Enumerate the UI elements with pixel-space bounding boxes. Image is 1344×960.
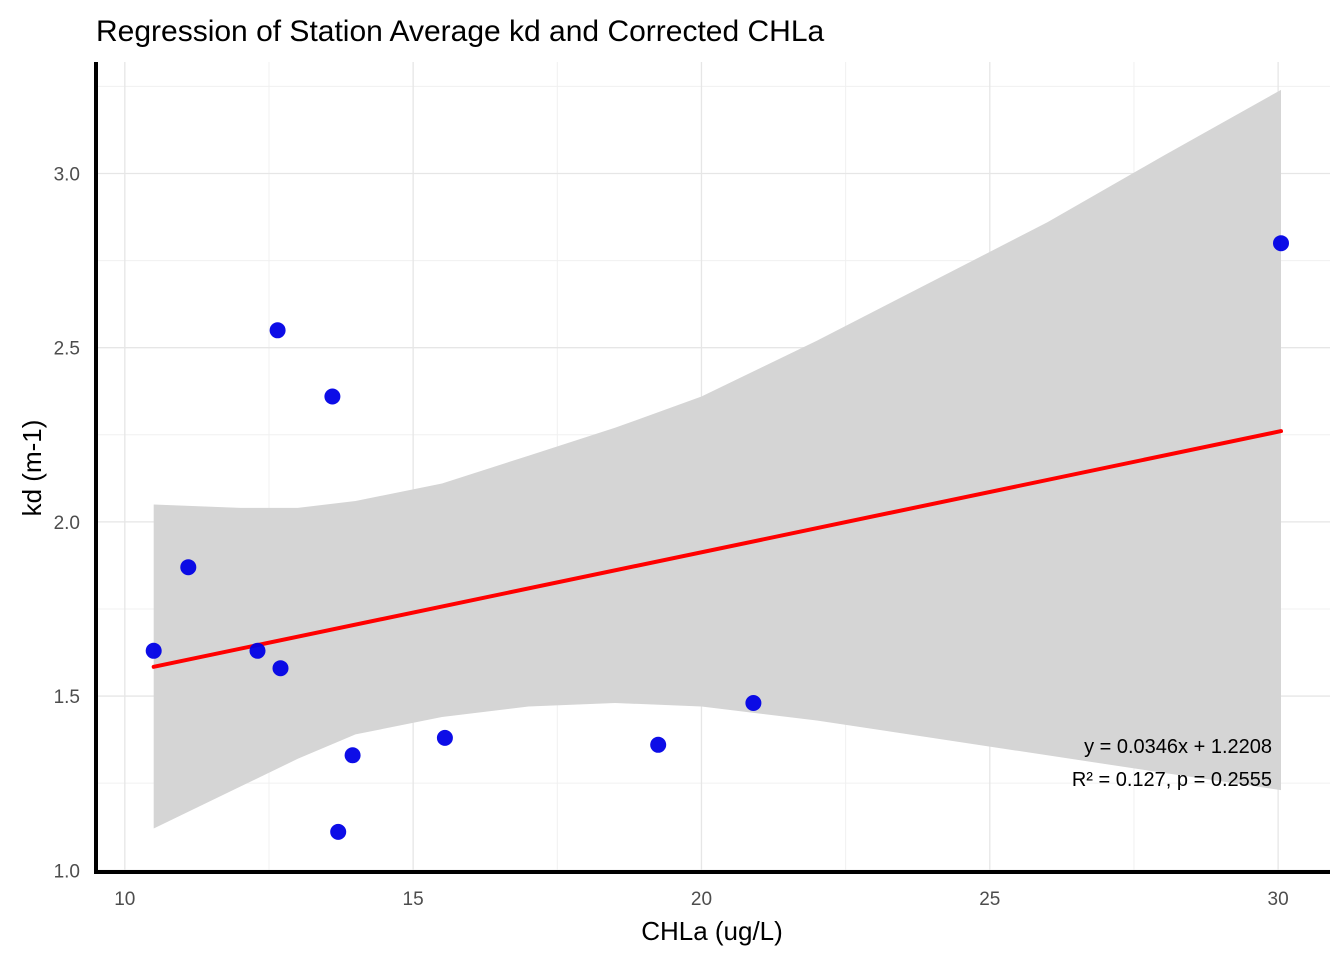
x-tick-label: 10: [114, 889, 135, 910]
data-point: [145, 642, 162, 659]
y-tick-label: 2.0: [54, 513, 80, 534]
x-axis-title: CHLa (ug/L): [641, 916, 783, 946]
y-tick-label: 3.0: [54, 165, 80, 186]
data-points: [145, 235, 1289, 840]
chart-title: Regression of Station Average kd and Cor…: [96, 15, 825, 48]
confidence-band: [153, 89, 1282, 829]
confidence-band-layer: [153, 89, 1282, 829]
data-point: [330, 823, 347, 840]
x-tick-label: 25: [979, 889, 1000, 910]
data-point: [344, 747, 361, 764]
data-point: [269, 322, 286, 339]
x-tick-label: 30: [1268, 889, 1289, 910]
data-point: [1273, 235, 1289, 252]
y-tick-labels: 1.0 1.5 2.0 2.5 3.0: [54, 165, 80, 883]
data-point: [650, 736, 667, 753]
regression-equation: y = 0.0346x + 1.2208: [1084, 736, 1272, 758]
regression-line-layer: [151, 429, 1283, 669]
data-point: [180, 559, 197, 576]
data-point: [249, 642, 266, 659]
x-tick-label: 20: [691, 889, 712, 910]
x-tick-label: 15: [403, 889, 424, 910]
regression-stats: R² = 0.127, p = 0.2555: [1072, 769, 1272, 791]
y-tick-label: 1.0: [54, 861, 80, 882]
data-point: [324, 388, 341, 405]
data-point: [272, 660, 289, 677]
x-tick-labels: 10 15 20 25 30: [114, 889, 1288, 910]
y-tick-label: 2.5: [54, 339, 80, 360]
data-point: [436, 729, 453, 746]
y-axis-title: kd (m-1): [17, 420, 47, 517]
y-tick-label: 1.5: [54, 687, 80, 708]
data-point: [745, 695, 762, 711]
regression-line: [151, 429, 1283, 669]
